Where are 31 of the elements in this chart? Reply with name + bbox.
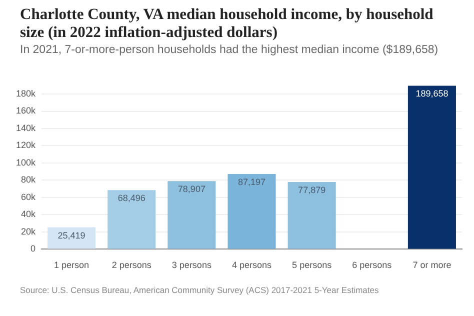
bar	[288, 182, 336, 249]
bar	[228, 174, 276, 249]
data-label: 77,879	[298, 185, 326, 196]
data-label: 25,419	[58, 230, 86, 240]
x-tick-label: 4 persons	[232, 260, 272, 270]
x-tick-label: 5 persons	[292, 260, 332, 270]
y-tick-label: 0	[30, 244, 36, 254]
x-tick-label: 1 person	[54, 260, 90, 270]
x-tick-label: 6 persons	[352, 260, 392, 270]
data-label: 189,658	[416, 88, 448, 99]
bar	[168, 181, 216, 249]
x-tick-label: 3 persons	[172, 260, 212, 270]
chart-title: Charlotte County, VA median household income, by household size (in 2022 inflation-adjusted dollars)	[20, 6, 434, 42]
y-tick-label: 100k	[16, 157, 36, 168]
x-tick-label: 7 or more	[412, 260, 452, 270]
x-tick-label: 2 persons	[112, 260, 152, 270]
y-tick-label: 80k	[21, 174, 36, 185]
y-tick-label: 160k	[16, 106, 36, 116]
bar	[108, 190, 156, 249]
y-tick-label: 40k	[21, 209, 36, 220]
y-tick-label: 140k	[16, 122, 36, 133]
y-tick-label: 180k	[16, 88, 36, 99]
y-tick-label: 60k	[21, 192, 36, 202]
chart-subtitle: In 2021, 7-or-more-person households had the highest median income ($189,658)	[20, 44, 438, 56]
y-tick-label: 120k	[16, 140, 36, 150]
data-label: 68,496	[118, 193, 146, 204]
bar	[408, 86, 456, 249]
data-label: 78,907	[178, 184, 206, 194]
data-label: 87,197	[238, 177, 266, 188]
source-note: Source: U.S. Census Bureau, American Community Survey (ACS) 2017-2021 5-Year Estimates	[20, 285, 379, 295]
y-tick-label: 20k	[21, 226, 36, 236]
